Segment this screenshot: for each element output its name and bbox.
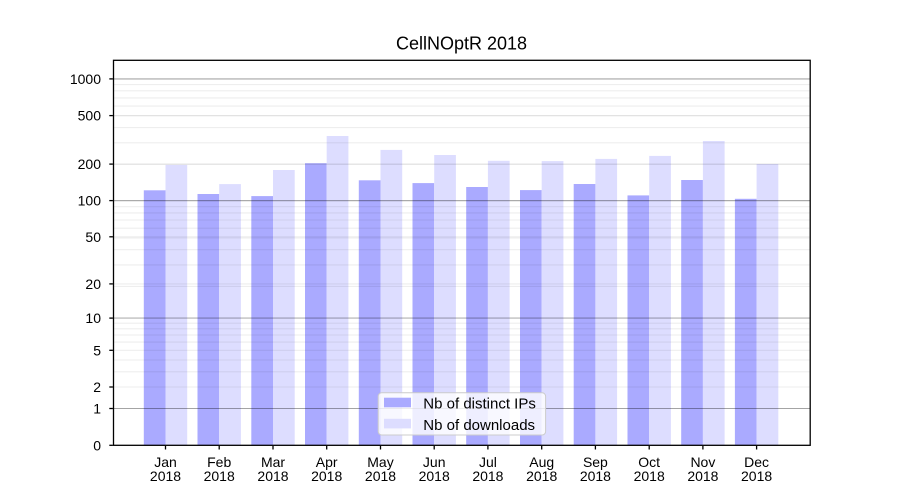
svg-text:CellNOptR 2018: CellNOptR 2018 [396,34,527,54]
svg-text:2018: 2018 [311,468,342,484]
svg-text:2018: 2018 [634,468,665,484]
svg-text:200: 200 [78,156,102,172]
svg-text:2018: 2018 [419,468,450,484]
svg-text:Dec: Dec [744,454,769,470]
svg-text:2018: 2018 [472,468,503,484]
svg-text:2018: 2018 [150,468,181,484]
svg-text:2018: 2018 [257,468,288,484]
svg-text:Nb of downloads: Nb of downloads [423,417,535,434]
svg-text:2018: 2018 [687,468,718,484]
svg-text:5: 5 [93,342,101,358]
svg-text:Jun: Jun [423,454,446,470]
svg-text:50: 50 [85,229,101,245]
svg-text:Feb: Feb [207,454,231,470]
svg-text:1000: 1000 [70,71,101,87]
svg-text:Apr: Apr [316,454,338,470]
svg-text:20: 20 [85,276,101,292]
svg-text:1: 1 [93,401,101,417]
svg-text:Sep: Sep [583,454,608,470]
svg-text:2018: 2018 [204,468,235,484]
svg-text:Nb of distinct IPs: Nb of distinct IPs [423,396,536,413]
svg-text:Mar: Mar [261,454,285,470]
svg-text:2018: 2018 [365,468,396,484]
svg-text:100: 100 [78,193,102,209]
svg-text:Jan: Jan [154,454,177,470]
svg-text:May: May [367,454,393,470]
svg-text:Nov: Nov [690,454,715,470]
svg-text:500: 500 [78,108,102,124]
svg-text:Aug: Aug [529,454,554,470]
svg-text:Jul: Jul [479,454,497,470]
svg-text:2: 2 [93,379,101,395]
svg-text:2018: 2018 [580,468,611,484]
svg-text:10: 10 [85,310,101,326]
svg-text:2018: 2018 [526,468,557,484]
svg-text:Oct: Oct [638,454,660,470]
svg-text:2018: 2018 [741,468,772,484]
svg-text:0: 0 [93,437,101,453]
